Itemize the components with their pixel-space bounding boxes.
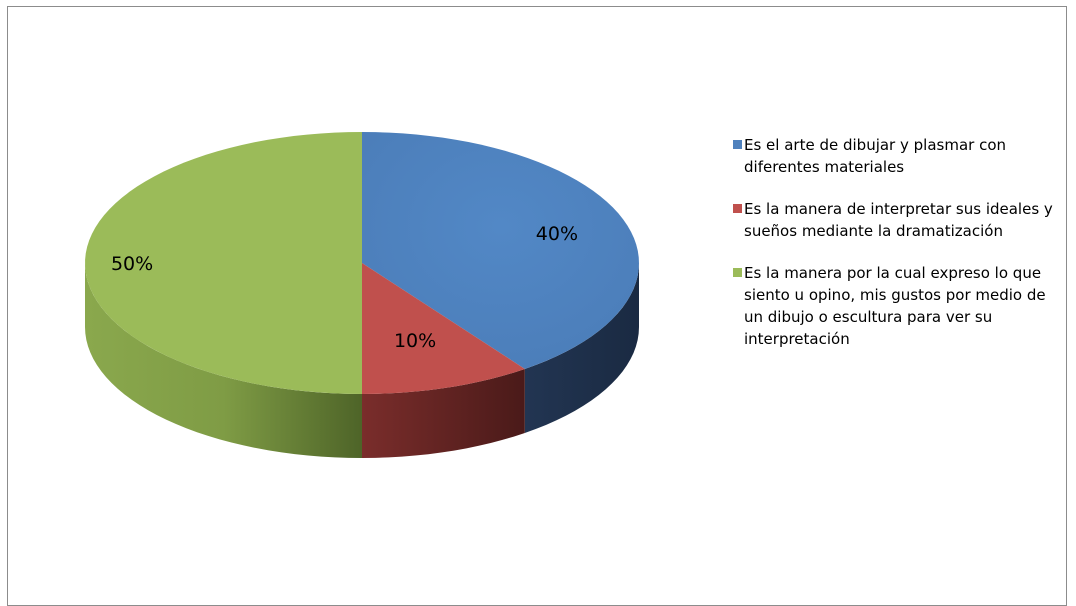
slice-value-label: 50% [111,253,153,275]
legend-label: Es el arte de dibujar y plasmar con dife… [744,136,1007,176]
legend-swatch-blue [733,140,742,149]
legend-item: Es la manera por la cual expreso lo que … [733,262,1063,350]
slice-value-label: 40% [536,223,578,245]
pie-slice-side [362,368,525,458]
legend-label: Es la manera por la cual expreso lo que … [744,264,1046,348]
pie-slice-side [524,263,639,433]
slice-value-label: 10% [394,330,436,352]
legend: Es el arte de dibujar y plasmar con dife… [733,134,1063,370]
legend-item: Es la manera de interpretar sus ideales … [733,198,1063,242]
pie-slice [362,132,639,369]
pie-slice-side [85,263,362,458]
legend-swatch-green [733,268,742,277]
legend-swatch-red [733,204,742,213]
pie-slice [362,263,525,394]
legend-label: Es la manera de interpretar sus ideales … [744,200,1053,240]
pie-slice [85,132,362,394]
legend-item: Es el arte de dibujar y plasmar con dife… [733,134,1063,178]
